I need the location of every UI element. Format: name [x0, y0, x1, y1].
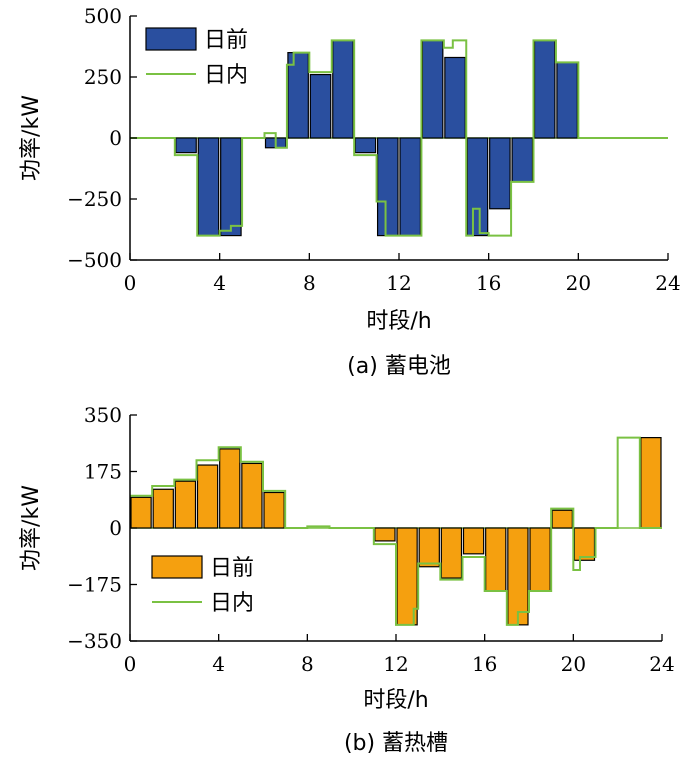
y-tick-label: 0	[109, 126, 122, 150]
y-tick-label: −175	[67, 573, 122, 597]
step-line-series	[130, 436, 662, 626]
chart-panel-0: −500 −250 0 250 500 0 4 8 12 16 20 24 功率/kW 时段/h (a) 蓄…	[19, 4, 681, 379]
x-tick-label: 0	[124, 652, 137, 676]
chart-caption: (a) 蓄电池	[347, 354, 451, 379]
bar	[374, 527, 396, 542]
bar	[511, 137, 534, 183]
bar	[130, 496, 152, 529]
x-tick-label: 12	[383, 652, 408, 676]
bar	[152, 488, 174, 529]
y-tick-label: 0	[109, 516, 122, 540]
bar	[640, 437, 662, 529]
bar	[354, 137, 377, 154]
bar	[175, 137, 197, 154]
bar	[197, 137, 220, 237]
legend-label: 日前	[204, 28, 248, 53]
x-tick-label: 16	[476, 271, 501, 295]
y-tick-label: −350	[67, 629, 122, 653]
legend-swatch-bar	[145, 27, 197, 51]
bar	[421, 39, 444, 139]
y-tick-label: 175	[84, 460, 122, 484]
x-axis-label: 时段/h	[366, 309, 431, 334]
y-tick-label: −500	[67, 248, 122, 272]
x-tick-label: 0	[124, 271, 137, 295]
bar	[376, 137, 399, 237]
x-tick-label: 8	[301, 652, 314, 676]
step-line-series	[130, 39, 668, 237]
y-tick-label: −250	[67, 187, 122, 211]
bar	[529, 527, 551, 592]
y-axis-label: 功率/kW	[19, 95, 44, 181]
x-tick-label: 12	[386, 271, 411, 295]
chart-caption: (b) 蓄热槽	[344, 731, 448, 756]
bar	[551, 509, 573, 529]
x-tick-label: 8	[303, 271, 316, 295]
x-tick-label: 20	[566, 271, 591, 295]
bar	[174, 480, 197, 529]
chart-panel-1: −350 −175 0 175 350 0 4 8 12 16 20 24 功率/kW 时段/h (b) 蓄…	[19, 403, 675, 756]
x-axis-label: 时段/h	[363, 688, 428, 713]
bar	[466, 137, 489, 237]
y-tick-label: 500	[84, 4, 122, 28]
bar	[485, 527, 507, 592]
bar	[418, 527, 440, 568]
x-tick-label: 4	[213, 271, 226, 295]
x-tick-label: 4	[212, 652, 225, 676]
bar	[444, 56, 466, 139]
y-tick-label: 250	[84, 65, 122, 89]
legend-swatch-bar	[151, 555, 203, 579]
legend-label: 日内	[210, 591, 254, 616]
bar-series	[130, 437, 662, 626]
x-tick-label: 16	[472, 652, 497, 676]
bar	[241, 462, 263, 529]
x-tick-label: 24	[649, 652, 674, 676]
x-tick-label: 20	[561, 652, 586, 676]
bar	[263, 491, 285, 529]
bar	[462, 527, 485, 555]
y-tick-label: 350	[84, 403, 122, 427]
bar	[219, 448, 241, 529]
legend-label: 日前	[210, 556, 254, 581]
x-tick-label: 24	[655, 271, 680, 295]
bar	[533, 39, 556, 139]
legend-label: 日内	[204, 63, 248, 88]
bar	[196, 464, 219, 529]
bar	[220, 137, 242, 237]
bar	[507, 527, 529, 626]
bar	[309, 73, 332, 139]
bar	[332, 39, 354, 139]
bar	[489, 137, 511, 210]
bar	[573, 527, 596, 561]
y-axis-label: 功率/kW	[19, 485, 44, 571]
bar	[399, 137, 422, 237]
bar	[556, 61, 578, 139]
bar	[440, 527, 463, 579]
